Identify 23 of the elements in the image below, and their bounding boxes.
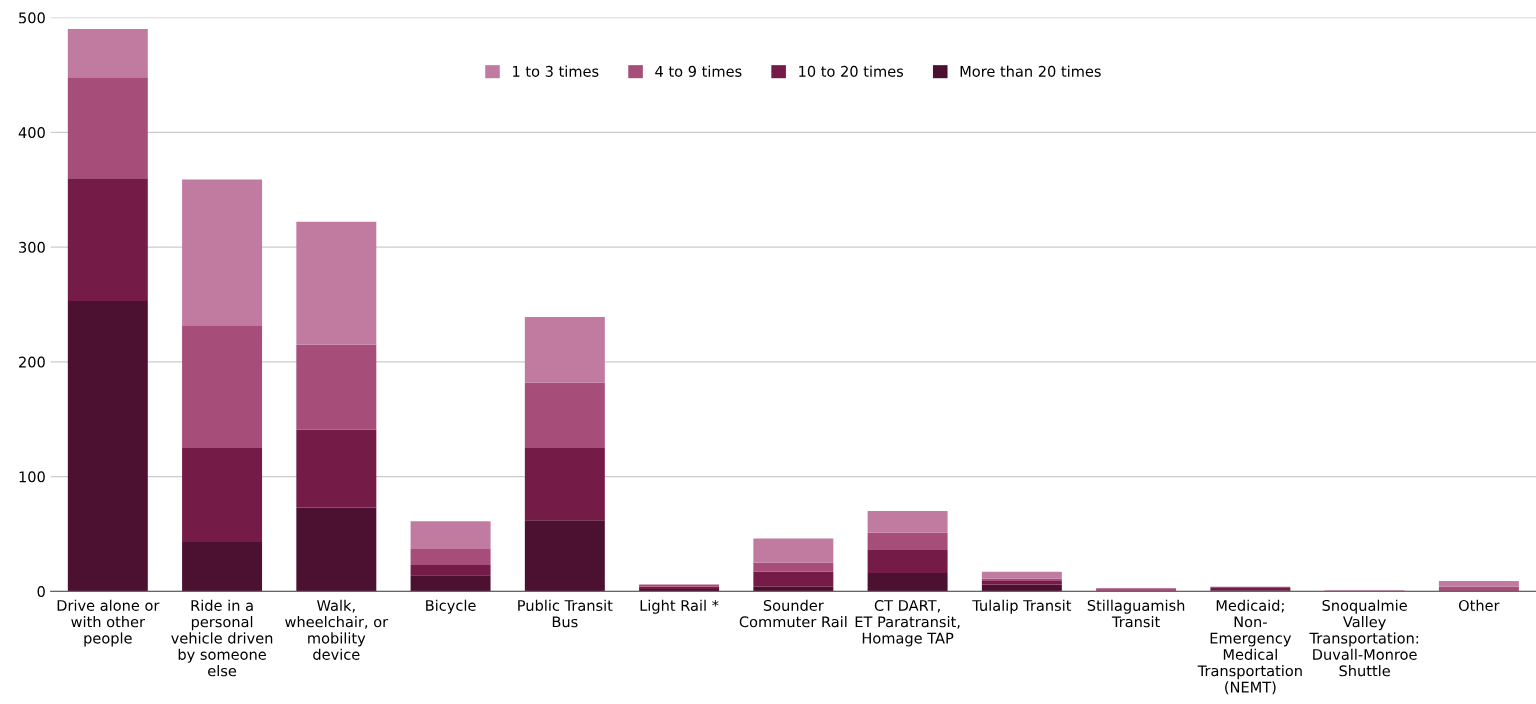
y-tick-label: 500 [19, 12, 45, 24]
x-tick-label: Tulalip Transit [972, 599, 1072, 614]
legend-label: 1 to 3 times [513, 65, 599, 77]
x-tick-label: Sounder Commuter Rail [739, 599, 847, 628]
legend-label: 10 to 20 times [799, 65, 904, 77]
x-tick-label: Public Transit Bus [518, 599, 613, 628]
x-tick-label: Walk, wheelchair, or mobility device [285, 599, 389, 660]
x-tick-label: CT DART, ET Paratransit, Homage TAP [855, 599, 960, 647]
legend-label: 4 to 9 times [655, 65, 742, 77]
x-tick-label: Snoqualmie Valley Transportation: Duvall-Monroe Shuttle [1309, 599, 1419, 677]
x-tick-label: Ride in a personal vehicle driven by someone else [171, 599, 273, 677]
y-tick-label: 100 [19, 471, 45, 483]
y-tick-label: 200 [19, 356, 45, 368]
x-tick-label: Light Rail * [640, 599, 719, 614]
legend-label: More than 20 times [960, 65, 1101, 77]
x-tick-label: Stillaguamish Transit [1087, 599, 1185, 628]
x-tick-label: Other [1458, 599, 1500, 611]
x-tick-label: Drive alone or with other people [57, 599, 160, 647]
x-tick-label: Bicycle [426, 599, 476, 614]
y-tick-label: 300 [19, 241, 45, 253]
x-tick-label: Medicaid; Non- Emergency Medical Transportation (NEMT) [1197, 599, 1302, 695]
y-tick-label: 400 [18, 127, 45, 139]
y-tick-label: 0 [37, 586, 45, 598]
